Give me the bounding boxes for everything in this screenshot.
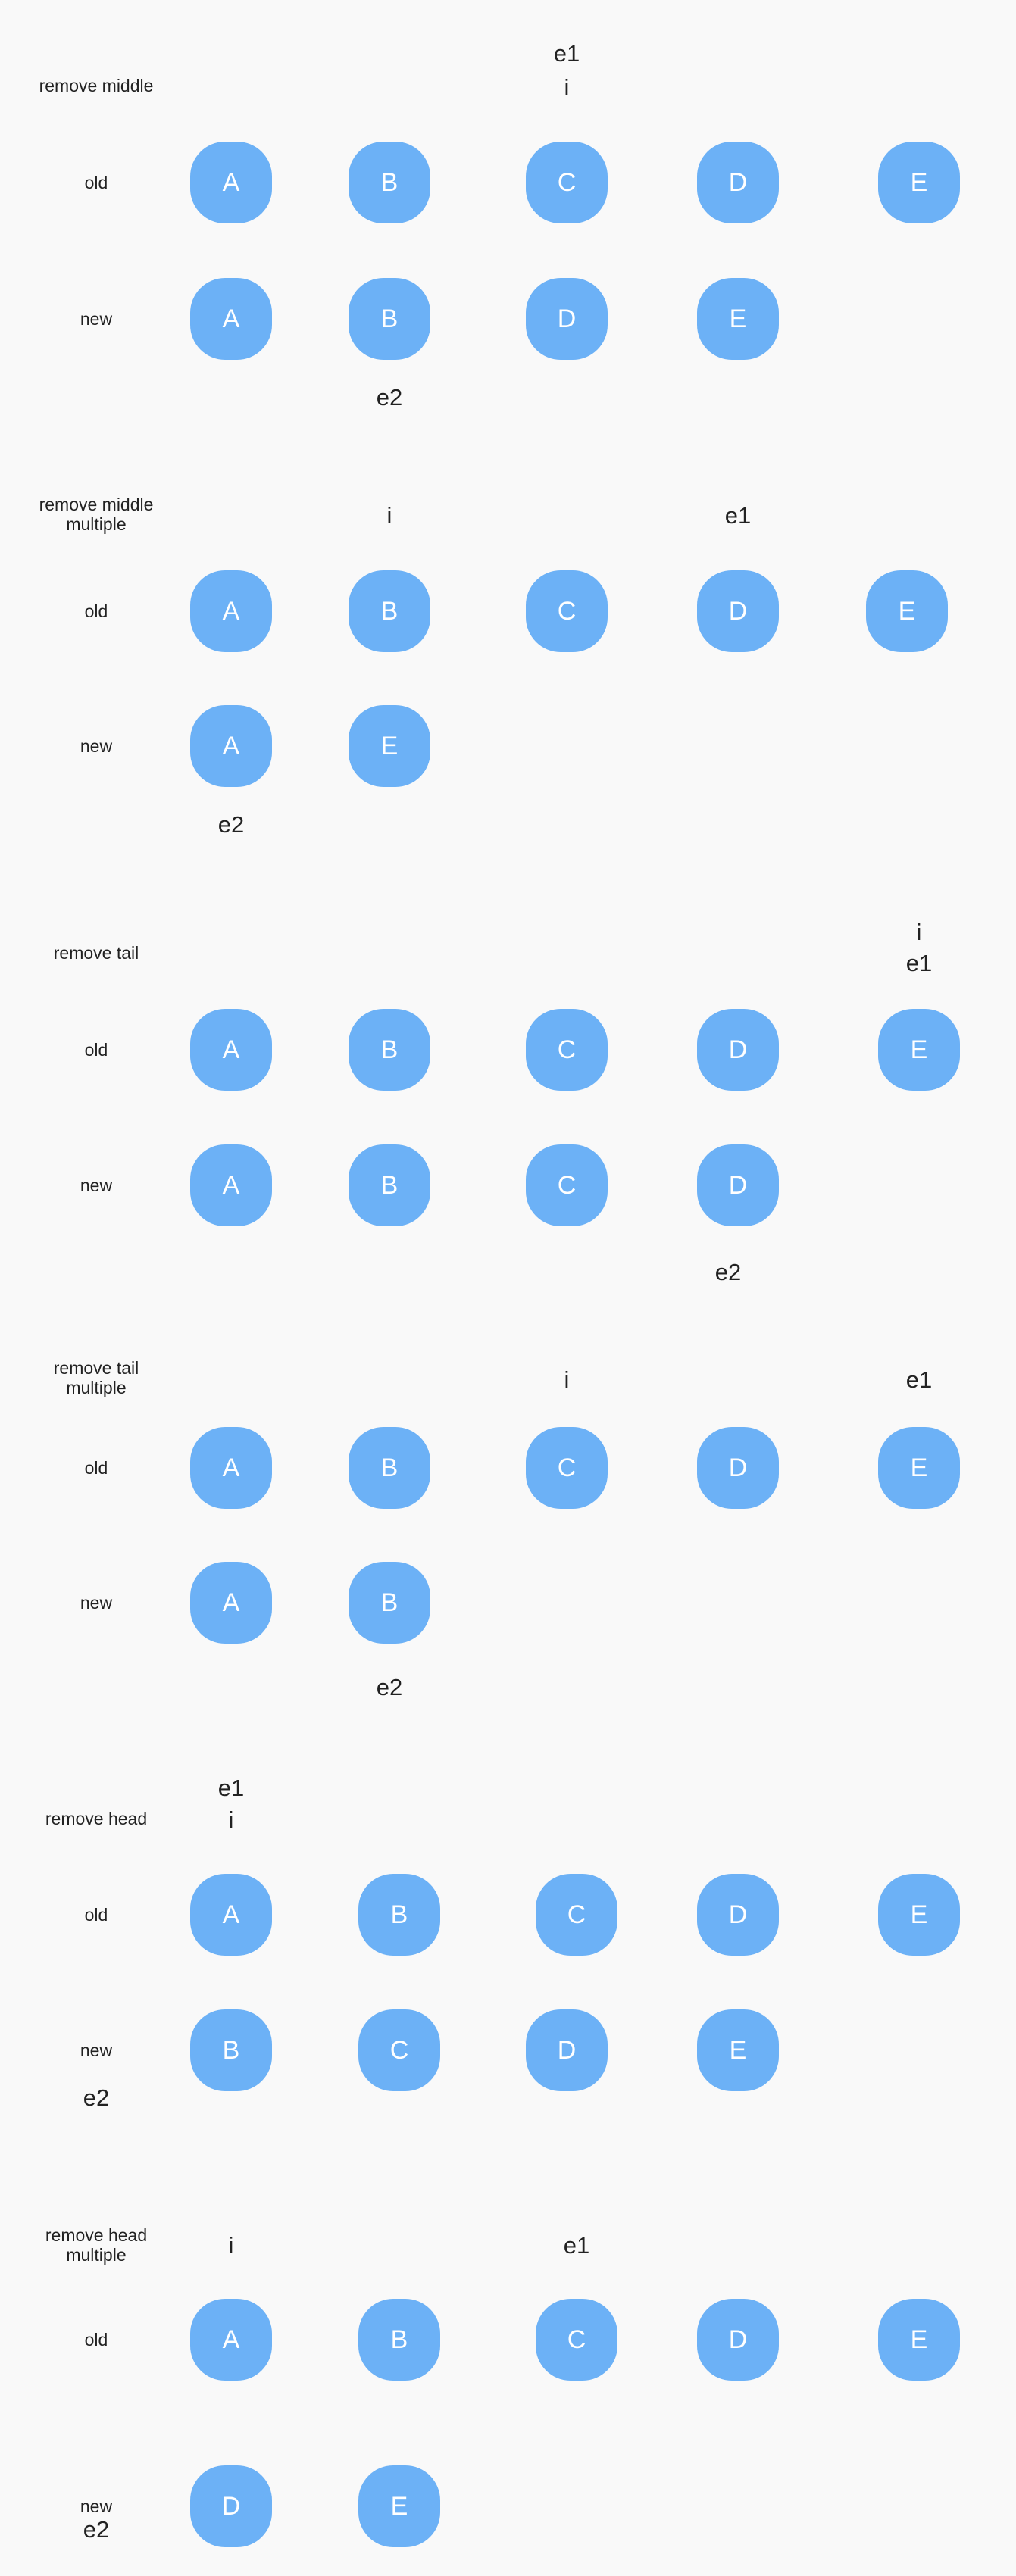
new-node: E — [697, 278, 779, 360]
pointer-e1: e1 — [724, 502, 752, 529]
new-node: A — [190, 705, 272, 787]
new-node: B — [349, 278, 430, 360]
pointer-e1: e1 — [563, 2232, 590, 2259]
pointer-e2: e2 — [217, 811, 245, 838]
pointer-e1: e1 — [905, 1366, 933, 1393]
pointer-e1: e1 — [217, 1775, 245, 1801]
old-node: D — [697, 2299, 779, 2381]
old-node: D — [697, 1427, 779, 1509]
old-node: A — [190, 1009, 272, 1091]
old-node: B — [358, 2299, 440, 2381]
new-node: A — [190, 1562, 272, 1644]
new-node: E — [358, 2465, 440, 2547]
old-node: A — [190, 570, 272, 652]
section-title: remove middle — [39, 76, 154, 95]
old-row-label: old — [84, 1905, 108, 1925]
pointer-e2: e2 — [83, 2516, 110, 2543]
pointer-i: i — [564, 74, 570, 101]
new-row-label: new — [80, 1176, 113, 1195]
old-row-label: old — [84, 173, 108, 192]
old-node: E — [878, 2299, 960, 2381]
section-title: remove tail — [53, 943, 139, 963]
pointer-i: i — [228, 1806, 234, 1833]
pointer-e1: e1 — [553, 40, 580, 67]
old-node: C — [536, 2299, 617, 2381]
new-row-label: new — [80, 309, 113, 329]
old-node: C — [526, 1009, 608, 1091]
pointer-e2: e2 — [376, 384, 403, 411]
new-node: A — [190, 278, 272, 360]
old-node: C — [526, 142, 608, 223]
new-node: B — [349, 1562, 430, 1644]
old-node: E — [878, 1874, 960, 1956]
old-node: E — [878, 142, 960, 223]
old-node: B — [349, 570, 430, 652]
new-node: C — [358, 2009, 440, 2091]
new-row-label: new — [80, 1593, 113, 1613]
new-node: C — [526, 1144, 608, 1226]
old-node: B — [349, 142, 430, 223]
section-title: remove tail multiple — [53, 1358, 139, 1397]
old-row-label: old — [84, 1458, 108, 1478]
section-title: remove head multiple — [45, 2225, 148, 2265]
old-node: D — [697, 142, 779, 223]
old-node: D — [697, 1009, 779, 1091]
old-node: A — [190, 1427, 272, 1509]
new-node: D — [697, 1144, 779, 1226]
old-node: A — [190, 142, 272, 223]
old-node: A — [190, 2299, 272, 2381]
old-node: C — [526, 570, 608, 652]
old-node: C — [536, 1874, 617, 1956]
old-node: E — [878, 1427, 960, 1509]
old-node: B — [358, 1874, 440, 1956]
pointer-e2: e2 — [83, 2084, 110, 2111]
old-node: E — [866, 570, 948, 652]
pointer-i: i — [564, 1366, 570, 1393]
section-title: remove head — [45, 1809, 148, 1828]
new-node: B — [349, 1144, 430, 1226]
new-node: D — [190, 2465, 272, 2547]
old-row-label: old — [84, 1040, 108, 1060]
old-row-label: old — [84, 601, 108, 621]
pointer-i: i — [228, 2232, 234, 2259]
new-row-label: new — [80, 2496, 113, 2516]
old-node: A — [190, 1874, 272, 1956]
new-node: B — [190, 2009, 272, 2091]
new-node: D — [526, 2009, 608, 2091]
new-node: E — [349, 705, 430, 787]
new-node: A — [190, 1144, 272, 1226]
old-node: E — [878, 1009, 960, 1091]
old-row-label: old — [84, 2330, 108, 2350]
old-node: B — [349, 1427, 430, 1509]
new-row-label: new — [80, 2041, 113, 2060]
new-node: D — [526, 278, 608, 360]
old-node: C — [526, 1427, 608, 1509]
pointer-e2: e2 — [376, 1674, 403, 1700]
pointer-i: i — [916, 919, 922, 945]
section-title: remove middle multiple — [39, 495, 154, 534]
pointer-i: i — [386, 502, 392, 529]
new-node: E — [697, 2009, 779, 2091]
old-node: D — [697, 1874, 779, 1956]
pointer-e1: e1 — [905, 950, 933, 976]
old-node: B — [349, 1009, 430, 1091]
old-node: D — [697, 570, 779, 652]
new-row-label: new — [80, 736, 113, 756]
pointer-e2: e2 — [714, 1259, 742, 1285]
